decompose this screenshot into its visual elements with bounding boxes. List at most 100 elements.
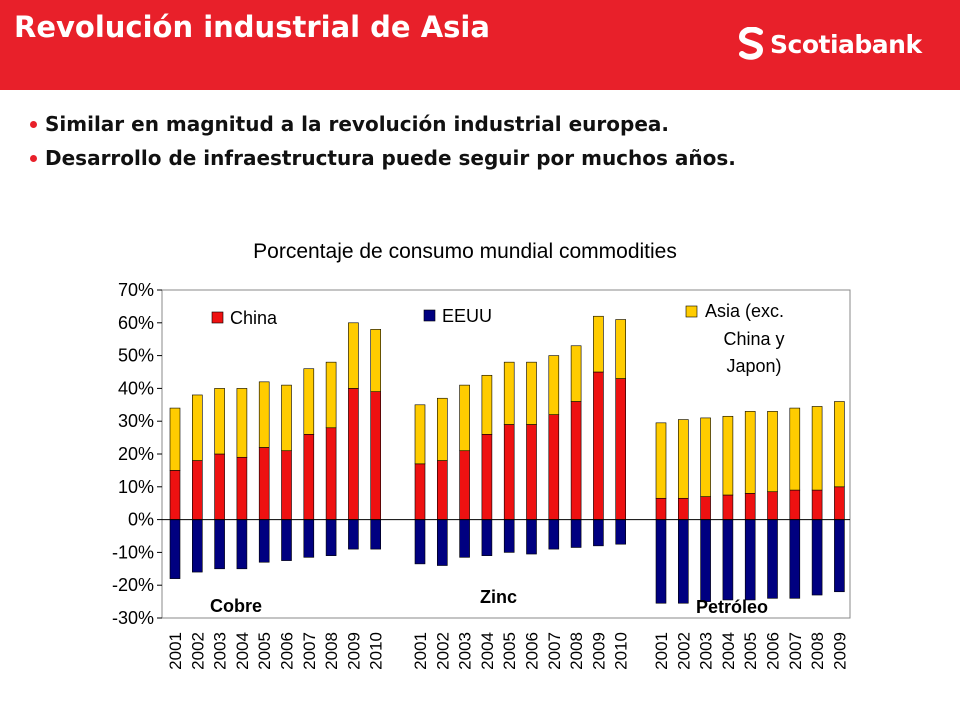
bar-eeuu xyxy=(570,519,582,548)
bar-asia xyxy=(700,417,711,497)
legend-label-eeuu: EEUU xyxy=(442,306,492,326)
bar-asia xyxy=(281,384,292,452)
bar-china xyxy=(548,414,560,520)
x-tick-label: 2006 xyxy=(764,632,783,670)
bar-china xyxy=(526,424,537,520)
bar-eeuu xyxy=(789,519,801,599)
bar-china xyxy=(169,470,181,520)
x-tick-label: 2006 xyxy=(278,632,297,670)
x-tick-label: 2008 xyxy=(567,632,586,670)
bar-asia xyxy=(192,394,203,461)
bar-asia xyxy=(169,407,181,471)
bar-china xyxy=(414,463,426,520)
bar-eeuu xyxy=(459,519,470,558)
bar-asia xyxy=(570,345,582,402)
y-tick-label: 60% xyxy=(118,313,154,333)
bar-china xyxy=(722,494,734,520)
bar-eeuu xyxy=(481,519,493,556)
legend-swatch-eeuu xyxy=(423,309,436,322)
bar-asia xyxy=(258,381,270,448)
bar-china xyxy=(593,371,604,520)
bar-asia xyxy=(677,419,689,499)
bar-asia xyxy=(548,355,560,415)
y-tick-label: 0% xyxy=(128,510,154,530)
x-tick-label: 2006 xyxy=(523,632,542,670)
bar-china xyxy=(303,434,315,520)
x-tick-label: 2004 xyxy=(478,632,497,670)
y-tick-label: 40% xyxy=(118,378,154,398)
x-tick-label: 2001 xyxy=(411,632,430,670)
bar-eeuu xyxy=(655,519,667,604)
y-tick-label: 30% xyxy=(118,411,154,431)
bar-eeuu xyxy=(348,519,359,550)
group-label: Petróleo xyxy=(696,597,768,617)
bar-eeuu xyxy=(370,519,382,550)
bar-asia xyxy=(214,388,225,455)
x-tick-label: 2007 xyxy=(300,632,319,670)
bar-asia xyxy=(481,374,493,435)
legend-swatch-china xyxy=(211,311,224,324)
y-tick-label: -10% xyxy=(112,542,154,562)
header-bar: Revolución industrial de Asia Scotiabank xyxy=(0,0,960,90)
bar-china xyxy=(789,489,801,520)
slide-title: Revolución industrial de Asia xyxy=(14,10,490,44)
commodity-chart: Porcentaje de consumo mundial commoditie… xyxy=(112,240,851,670)
x-tick-label: 2003 xyxy=(456,632,475,670)
bar-china xyxy=(258,447,270,520)
legend-label-asia-line: Japon) xyxy=(726,356,781,376)
bar-asia xyxy=(303,368,315,435)
bar-eeuu xyxy=(436,519,448,566)
bar-asia xyxy=(789,407,801,491)
group-label: Zinc xyxy=(480,587,517,607)
bar-china xyxy=(700,496,711,520)
x-tick-label: 2001 xyxy=(166,632,185,670)
bar-eeuu xyxy=(169,519,181,579)
y-tick-label: 70% xyxy=(118,280,154,300)
bar-eeuu xyxy=(236,519,248,570)
bar-eeuu xyxy=(258,519,270,563)
x-tick-label: 2010 xyxy=(612,632,631,670)
x-tick-label: 2009 xyxy=(344,632,363,670)
bar-asia xyxy=(526,361,537,425)
bar-china xyxy=(744,493,756,520)
bar-eeuu xyxy=(548,519,560,550)
x-tick-label: 2003 xyxy=(697,632,716,670)
bar-asia xyxy=(459,384,470,452)
bar-asia xyxy=(436,397,448,461)
bar-china xyxy=(570,401,582,520)
x-tick-label: 2004 xyxy=(719,632,738,670)
x-tick-label: 2007 xyxy=(545,632,564,670)
bar-eeuu xyxy=(615,519,627,545)
x-tick-label: 2004 xyxy=(233,632,252,670)
bar-asia xyxy=(655,422,667,499)
bar-asia xyxy=(722,415,734,496)
bullet-dot-icon xyxy=(30,154,37,162)
bar-asia xyxy=(593,315,604,373)
bar-eeuu xyxy=(593,519,604,547)
y-tick-label: 10% xyxy=(118,477,154,497)
bar-china xyxy=(503,424,515,520)
scotiabank-s-icon xyxy=(738,27,764,60)
x-tick-label: 2005 xyxy=(255,632,274,670)
bar-china xyxy=(348,388,359,520)
bullet-item: Desarrollo de infraestructura puede segu… xyxy=(30,146,736,170)
bar-china xyxy=(481,434,493,520)
bar-asia xyxy=(414,404,426,465)
group-label: Cobre xyxy=(210,596,262,616)
bar-china xyxy=(811,489,823,520)
bar-asia xyxy=(325,361,337,429)
bar-eeuu xyxy=(214,519,225,570)
bar-eeuu xyxy=(503,519,515,553)
bar-eeuu xyxy=(700,519,711,602)
bar-eeuu xyxy=(414,519,426,565)
bar-eeuu xyxy=(767,519,778,599)
bar-eeuu xyxy=(677,519,689,604)
bar-eeuu xyxy=(192,519,203,573)
bar-eeuu xyxy=(526,519,537,555)
y-tick-label: -30% xyxy=(112,608,154,628)
bar-asia xyxy=(236,388,248,458)
bar-china xyxy=(236,456,248,520)
bar-china xyxy=(459,450,470,520)
x-tick-label: 2005 xyxy=(741,632,760,670)
y-tick-label: 50% xyxy=(118,346,154,366)
